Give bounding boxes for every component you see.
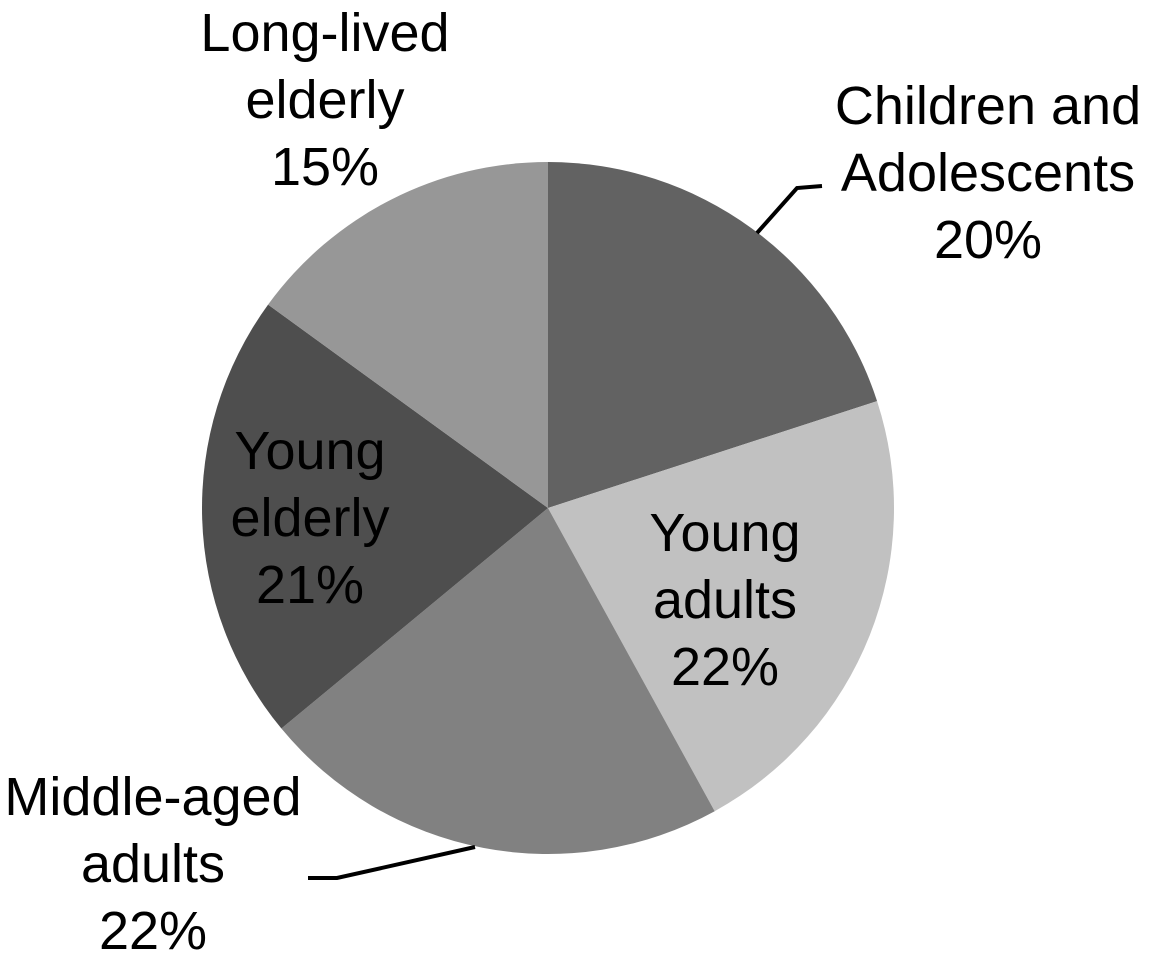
pie-slice-young-adults xyxy=(548,401,895,812)
slice-label-line: adults xyxy=(652,570,798,630)
slice-label-young-elderly: Young elderly 21% xyxy=(230,418,389,619)
slice-label-line: elderly xyxy=(230,488,390,548)
slice-label-percent: 15% xyxy=(270,137,380,197)
slice-label-line: Young xyxy=(649,503,801,563)
pie-slice-young-elderly xyxy=(201,304,548,729)
slice-label-line: Young xyxy=(234,421,386,481)
slice-label-line: Children and xyxy=(834,76,1142,136)
pie-slice-middle-aged-adults xyxy=(281,508,715,855)
leader-line-children-and-adolescents xyxy=(755,184,823,235)
pie-wedges xyxy=(201,162,895,855)
slice-label-long-lived-elderly: Long-lived elderly 15% xyxy=(200,0,449,201)
slice-label-young-adults: Young adults 22% xyxy=(649,500,800,701)
slice-label-line: elderly xyxy=(245,70,405,130)
slice-label-line: adults xyxy=(80,834,226,894)
slice-label-line: Middle-aged xyxy=(4,767,302,827)
pie-slice-long-lived-elderly xyxy=(268,162,548,508)
slice-label-percent: 22% xyxy=(98,901,208,961)
slice-label-percent: 20% xyxy=(933,210,1043,270)
slice-label-line: Long-lived xyxy=(200,3,450,63)
slice-label-children-and-adolescents: Children and Adolescents 20% xyxy=(835,73,1141,274)
slice-label-percent: 21% xyxy=(255,555,365,615)
slice-label-line: Adolescents xyxy=(840,143,1136,203)
slice-label-middle-aged-adults: Middle-aged adults 22% xyxy=(4,764,301,965)
slice-label-percent: 22% xyxy=(670,637,780,697)
pie-slice-children-and-adolescents xyxy=(548,162,878,508)
leader-line-middle-aged-adults xyxy=(308,845,476,880)
